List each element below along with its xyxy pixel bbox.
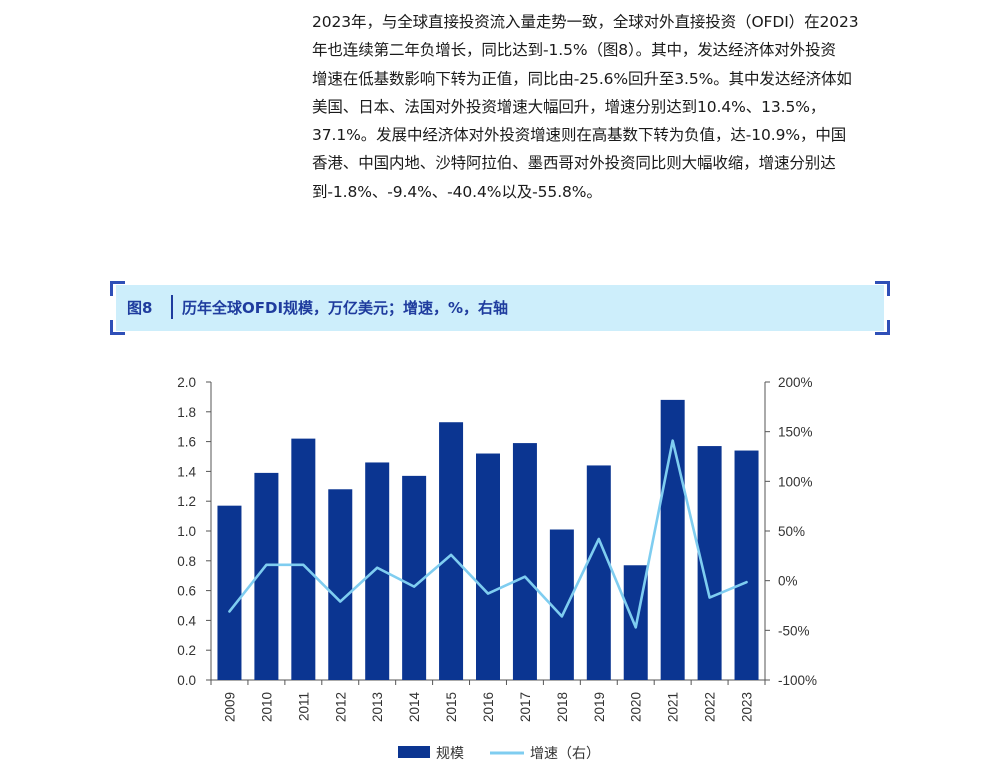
x-tick-label: 2012 bbox=[333, 692, 348, 722]
left-tick-label: 0.8 bbox=[177, 554, 196, 569]
right-tick-label: 50% bbox=[778, 524, 805, 539]
paragraph-line: 到-1.8%、-9.4%、-40.4%以及-55.8%。 bbox=[312, 182, 602, 201]
paragraph-line: 美国、日本、法国对外投资增速大幅回升，增速分别达到10.4%、13.5%， bbox=[312, 97, 826, 116]
x-tick-label: 2013 bbox=[370, 692, 385, 722]
left-tick-label: 1.4 bbox=[177, 464, 196, 479]
paragraph-line: 增速在低基数影响下转为正值，同比由-25.6%回升至3.5%。其中发达经济体如 bbox=[312, 69, 852, 88]
right-tick-label: 100% bbox=[778, 474, 813, 489]
x-tick-label: 2010 bbox=[259, 692, 274, 722]
figure-label: 图8 bbox=[127, 299, 153, 317]
legend-line-label: 增速（右） bbox=[530, 746, 600, 762]
bar bbox=[402, 475, 427, 680]
right-tick-label: -100% bbox=[778, 673, 817, 688]
paragraph-line: 37.1%。发展中经济体对外投资增速则在高基数下转为负值，达-10.9%，中国 bbox=[312, 126, 847, 145]
corner-bracket bbox=[110, 320, 125, 335]
left-tick-label: 1.6 bbox=[177, 435, 196, 450]
x-tick-label: 2014 bbox=[407, 692, 422, 723]
bar bbox=[291, 438, 316, 680]
x-tick-label: 2022 bbox=[703, 692, 718, 722]
figure-title: 历年全球OFDI规模，万亿美元；增速，%，右轴 bbox=[182, 299, 509, 317]
x-tick-label: 2011 bbox=[296, 692, 311, 721]
paragraph-line: 2023年，与全球直接投资流入量走势一致，全球对外直接投资（OFDI）在2023 bbox=[312, 13, 859, 31]
bar bbox=[512, 443, 537, 680]
x-tick-label: 2021 bbox=[666, 692, 681, 722]
corner-bracket bbox=[110, 281, 125, 296]
left-tick-label: 1.2 bbox=[177, 494, 196, 509]
left-tick-label: 0.6 bbox=[177, 584, 196, 599]
left-tick-label: 1.8 bbox=[177, 405, 196, 420]
figure-header: 图8 历年全球OFDI规模，万亿美元；增速，%，右轴 bbox=[110, 281, 890, 335]
legend-bar-label: 规模 bbox=[436, 746, 464, 762]
paragraph-line: 年也连续第二年负增长，同比达到-1.5%（图8）。其中，发达经济体对外投资 bbox=[312, 41, 836, 60]
x-tick-label: 2017 bbox=[518, 692, 533, 722]
x-tick-label: 2018 bbox=[555, 692, 570, 722]
left-tick-label: 0.0 bbox=[177, 673, 196, 688]
bar bbox=[549, 529, 574, 680]
left-tick-label: 1.0 bbox=[177, 524, 196, 539]
chart-legend: 规模 增速（右） bbox=[398, 746, 600, 762]
corner-bracket bbox=[875, 281, 890, 296]
tick-labels: 0.0 0.2 0.4 0.6 0.8 1.0 1.2 1.4 1.6 1.8 2.0 -100% -5… bbox=[177, 375, 817, 722]
x-tick-label: 2019 bbox=[592, 692, 607, 722]
x-tick-label: 2023 bbox=[740, 692, 755, 722]
x-tick-label: 2020 bbox=[629, 692, 644, 722]
growth-line bbox=[228, 439, 748, 629]
figure-header-band bbox=[116, 285, 884, 331]
figure-label-divider bbox=[171, 295, 173, 319]
bar bbox=[734, 450, 759, 680]
bar-series bbox=[217, 399, 759, 680]
bar bbox=[586, 465, 611, 680]
bar bbox=[217, 505, 242, 680]
x-tick-label: 2009 bbox=[222, 692, 237, 722]
bar bbox=[439, 422, 464, 680]
right-tick-label: 0% bbox=[778, 574, 798, 589]
left-tick-label: 2.0 bbox=[177, 375, 196, 390]
x-tick-label: 2015 bbox=[444, 692, 459, 722]
right-tick-label: 150% bbox=[778, 425, 813, 440]
x-tick-label: 2016 bbox=[481, 692, 496, 722]
left-tick-label: 0.4 bbox=[177, 613, 196, 628]
bar bbox=[476, 453, 500, 680]
left-tick-label: 0.2 bbox=[177, 643, 196, 658]
body-paragraph: 2023年，与全球直接投资流入量走势一致，全球对外直接投资（OFDI）在2023… bbox=[312, 8, 902, 206]
right-tick-label: -50% bbox=[778, 623, 810, 638]
legend-bar-swatch bbox=[398, 746, 430, 758]
line-series bbox=[228, 439, 748, 629]
right-tick-label: 200% bbox=[778, 375, 813, 390]
paragraph-line: 香港、中国内地、沙特阿拉伯、墨西哥对外投资同比则大幅收缩，增速分别达 bbox=[312, 154, 836, 173]
corner-bracket bbox=[875, 320, 890, 335]
bar bbox=[328, 489, 353, 680]
